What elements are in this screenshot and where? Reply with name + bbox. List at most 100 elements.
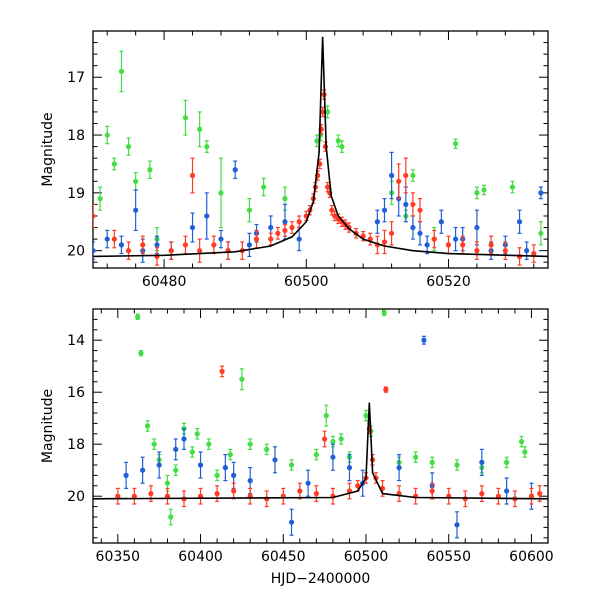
data-point (181, 436, 187, 442)
data-point (504, 459, 510, 465)
data-point (417, 230, 423, 236)
data-point (383, 387, 389, 393)
data-point (452, 141, 459, 147)
data-point (118, 242, 125, 248)
data-point (424, 242, 430, 248)
plot-frame (92, 308, 549, 544)
data-point (138, 350, 144, 356)
series-green (135, 309, 528, 526)
data-point (454, 462, 460, 468)
data-point (282, 196, 288, 202)
x-tick-label: 60500 (344, 549, 389, 565)
data-point (104, 236, 110, 242)
data-point (313, 452, 319, 458)
data-point (189, 449, 195, 455)
data-point (264, 496, 270, 502)
data-point (214, 472, 220, 478)
y-tick-label: 20 (67, 244, 85, 260)
data-point (118, 68, 125, 75)
data-point (528, 493, 535, 499)
data-point (197, 462, 204, 468)
data-point (140, 467, 146, 473)
data-point (131, 493, 137, 499)
data-point (133, 207, 139, 213)
data-point (218, 190, 224, 196)
data-point (123, 472, 129, 478)
y-tick-label: 16 (67, 385, 85, 401)
data-point (288, 519, 295, 525)
data-point (173, 446, 179, 452)
series-red (115, 365, 543, 508)
data-point (296, 219, 302, 225)
x-tick-label: 60480 (142, 274, 187, 290)
data-point (148, 491, 154, 497)
series-green (97, 50, 544, 252)
data-point (232, 167, 238, 173)
top-panel-lightcurve-zoom: 60480 60500 60520 17 18 19 20 Magnitude (40, 30, 549, 290)
data-point (537, 491, 543, 497)
data-point (396, 178, 402, 184)
x-tick-label: 60550 (426, 549, 471, 565)
x-tick-label: 60520 (426, 274, 471, 290)
data-point (460, 242, 466, 248)
data-point (231, 488, 237, 494)
data-point (164, 480, 171, 486)
y-tick-label: 14 (67, 333, 85, 349)
data-point (522, 449, 528, 455)
data-point (317, 132, 324, 138)
data-point (330, 439, 336, 445)
data-point (204, 144, 210, 150)
data-point (322, 436, 328, 442)
data-point (272, 457, 278, 463)
data-point (125, 248, 132, 254)
data-point (261, 184, 267, 190)
y-tick-label: 19 (67, 186, 85, 202)
data-point (431, 236, 437, 242)
data-point (388, 230, 395, 236)
data-point (189, 224, 196, 231)
model-curve (93, 36, 548, 258)
data-point (253, 236, 260, 242)
data-point (474, 248, 480, 254)
x-tick-label: 60500 (284, 274, 329, 290)
y-tick-label: 20 (67, 489, 85, 505)
data-point (338, 436, 344, 442)
data-point (125, 144, 132, 150)
data-point (247, 441, 253, 447)
data-point (97, 196, 103, 202)
data-point (516, 219, 523, 225)
data-point (445, 242, 452, 248)
data-point (524, 248, 530, 254)
data-point (182, 115, 189, 121)
data-point (268, 236, 274, 242)
data-point (231, 472, 237, 478)
data-point (363, 413, 369, 419)
data-point (219, 368, 225, 374)
data-point (474, 190, 480, 196)
data-point (218, 236, 224, 242)
data-point (151, 441, 157, 447)
data-point (173, 467, 179, 473)
data-point (509, 184, 516, 190)
series-blue (123, 335, 535, 539)
data-point (104, 132, 110, 138)
data-point (355, 483, 361, 489)
data-point (381, 310, 387, 316)
data-point (282, 219, 288, 225)
data-point (147, 167, 153, 173)
data-point (332, 213, 338, 219)
data-point (429, 459, 435, 465)
data-point (381, 207, 388, 213)
data-point (189, 172, 196, 179)
data-point (429, 488, 435, 494)
data-point (454, 522, 460, 528)
data-point (314, 138, 320, 144)
data-point (374, 219, 380, 225)
y-tick-label: 18 (67, 437, 85, 453)
data-point (93, 213, 96, 219)
y-axis-title: Magnitude (40, 389, 56, 463)
data-point (154, 242, 160, 248)
data-point (438, 219, 444, 225)
data-point (538, 230, 544, 236)
x-tick-label: 60450 (261, 549, 306, 565)
